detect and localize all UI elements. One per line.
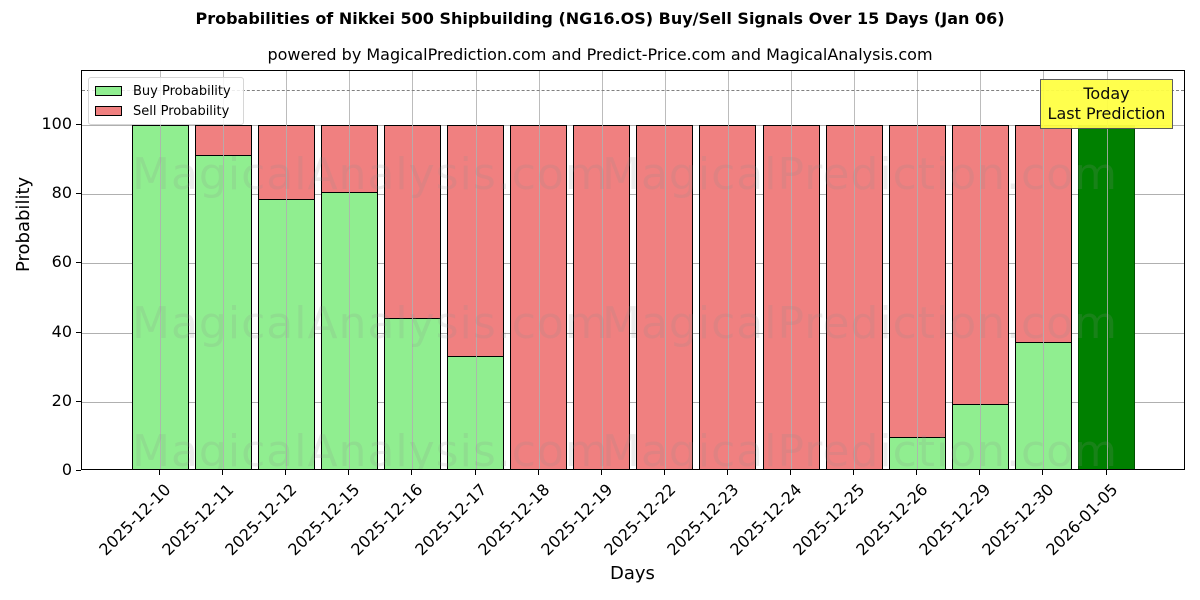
x-tick-mark [916,470,918,475]
chart-subtitle: powered by MagicalPrediction.com and Pre… [267,45,933,64]
x-axis-title: Days [610,563,655,584]
legend-item-sell: Sell Probability [95,103,229,119]
gridline-v [917,71,919,469]
annotation-line-1: Today [1083,84,1130,103]
y-tick-label: 80 [51,183,72,203]
x-tick-mark [979,470,981,475]
gridline-v [475,71,477,469]
y-tick-mark [76,400,81,402]
x-tick-mark [663,470,665,475]
gridline-v [160,71,161,469]
gridline-v [349,71,351,469]
gridline-v [412,71,414,469]
y-axis-title: Probability [13,176,34,272]
y-tick-mark [76,262,81,264]
x-tick-mark [1042,470,1044,475]
gridline-h [82,332,1184,334]
chart-title: Probabilities of Nikkei 500 Shipbuilding… [195,9,1005,28]
today-annotation: Today Last Prediction [1040,79,1173,129]
y-tick-label: 0 [61,460,72,479]
sell-swatch-icon [95,106,122,116]
reference-line [82,90,1184,92]
gridline-v [223,71,225,469]
buy-swatch-icon [95,86,122,96]
gridline-v [980,71,982,469]
legend-sell-label: Sell Probability [133,103,230,119]
x-tick-mark [600,470,602,475]
legend-buy-label: Buy Probability [133,83,231,99]
x-tick-mark [348,470,350,475]
gridline-v [286,71,288,469]
legend: Buy Probability Sell Probability [88,77,244,125]
annotation-line-2: Last Prediction [1047,104,1166,123]
x-tick-mark [159,470,160,475]
gridline-v [538,71,540,469]
plot-area: MagicalAnalysis.comMagicalPrediction.com… [81,70,1185,470]
legend-item-buy: Buy Probability [95,83,231,99]
gridline-h [82,125,1184,126]
y-tick-mark [76,331,81,333]
y-tick-mark [76,470,81,471]
x-tick-mark [1105,470,1107,475]
x-tick-mark [726,470,728,475]
y-tick-label: 100 [41,114,72,133]
y-tick-mark [76,193,81,195]
gridline-v [1043,71,1045,469]
y-tick-label: 20 [51,390,72,410]
gridline-h [82,401,1184,403]
y-tick-label: 40 [51,321,72,341]
gridline-v [854,71,856,469]
y-tick-label: 60 [51,252,72,272]
gridline-h [82,263,1184,265]
x-tick-mark [411,470,413,475]
x-tick-mark [222,470,224,475]
x-tick-mark [790,470,791,475]
y-tick-mark [76,124,81,125]
gridline-v [1106,71,1108,469]
x-tick-mark [537,470,539,475]
gridline-h [82,194,1184,196]
gridline-v [791,71,792,469]
gridline-v [601,71,603,469]
x-tick-mark [474,470,476,475]
x-tick-mark [853,470,855,475]
gridline-v [727,71,729,469]
x-tick-mark [285,470,287,475]
gridline-v [664,71,666,469]
